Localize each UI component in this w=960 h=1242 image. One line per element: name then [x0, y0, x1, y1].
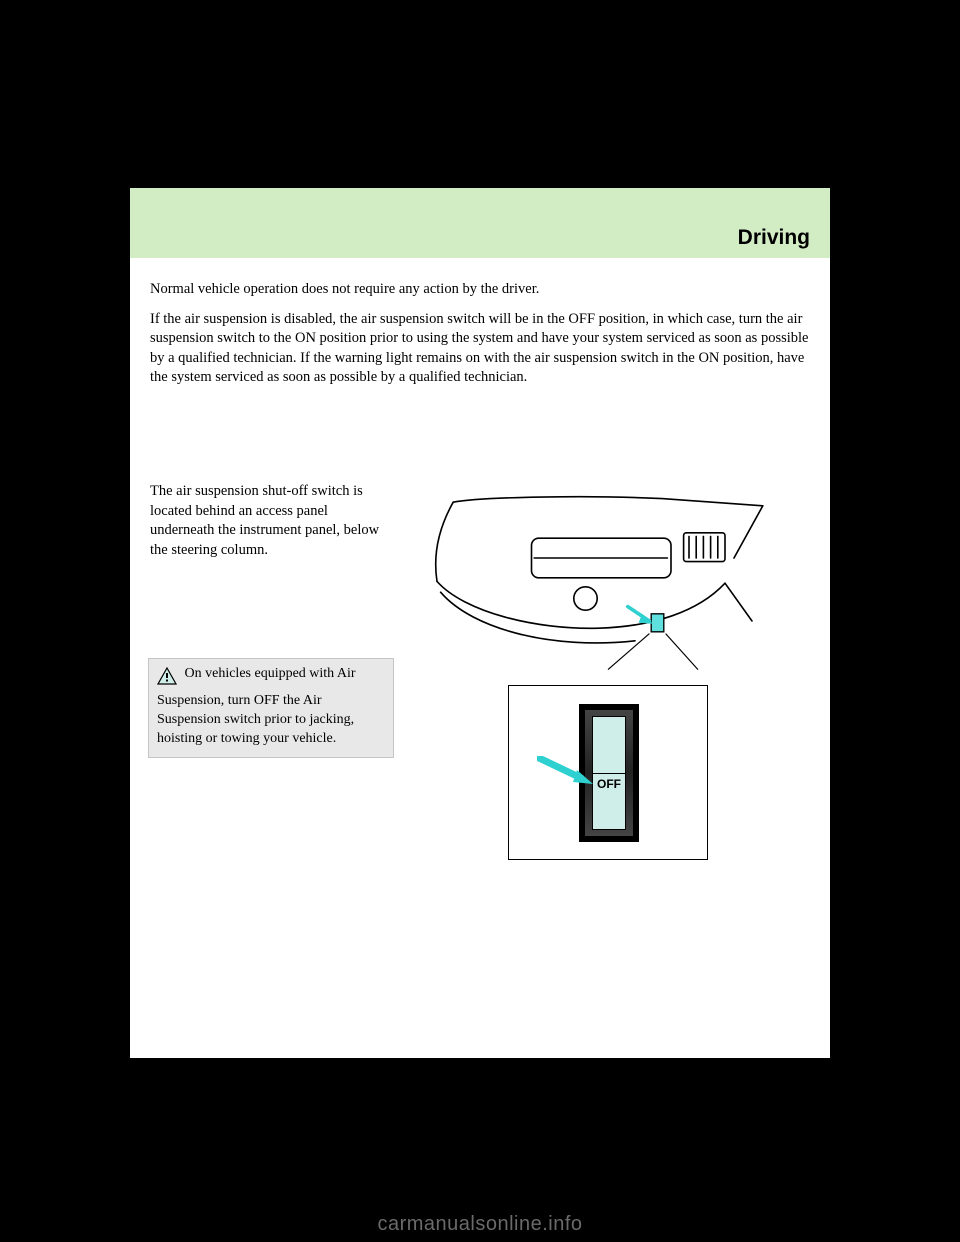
body-text-block: Normal vehicle operation does not requir…: [150, 280, 810, 398]
watermark-text: carmanualsonline.info: [0, 1213, 960, 1236]
left-narrow-paragraph: The air suspension shut-off switch is lo…: [150, 482, 390, 560]
warning-triangle-icon: [157, 667, 177, 692]
location-arrow-icon: [628, 607, 653, 624]
paragraph-2: If the air suspension is disabled, the a…: [150, 310, 810, 388]
switch-detail-frame: OFF: [508, 685, 708, 860]
dashboard-line-art: [408, 495, 808, 675]
paragraph-1: Normal vehicle operation does not requir…: [150, 280, 810, 300]
press-arrow-icon: [537, 756, 597, 786]
switch-off-label: OFF: [593, 777, 625, 791]
warning-callout: On vehicles equipped with Air Suspension…: [148, 658, 394, 758]
air-suspension-switch[interactable]: OFF: [592, 716, 626, 830]
warning-text: On vehicles equipped with Air Suspension…: [157, 666, 356, 746]
section-title: Driving: [738, 226, 810, 250]
dashboard-diagram: OFF: [408, 495, 808, 865]
paragraph-3: The air suspension shut-off switch is lo…: [150, 482, 390, 560]
section-header-band: Driving: [130, 188, 830, 258]
